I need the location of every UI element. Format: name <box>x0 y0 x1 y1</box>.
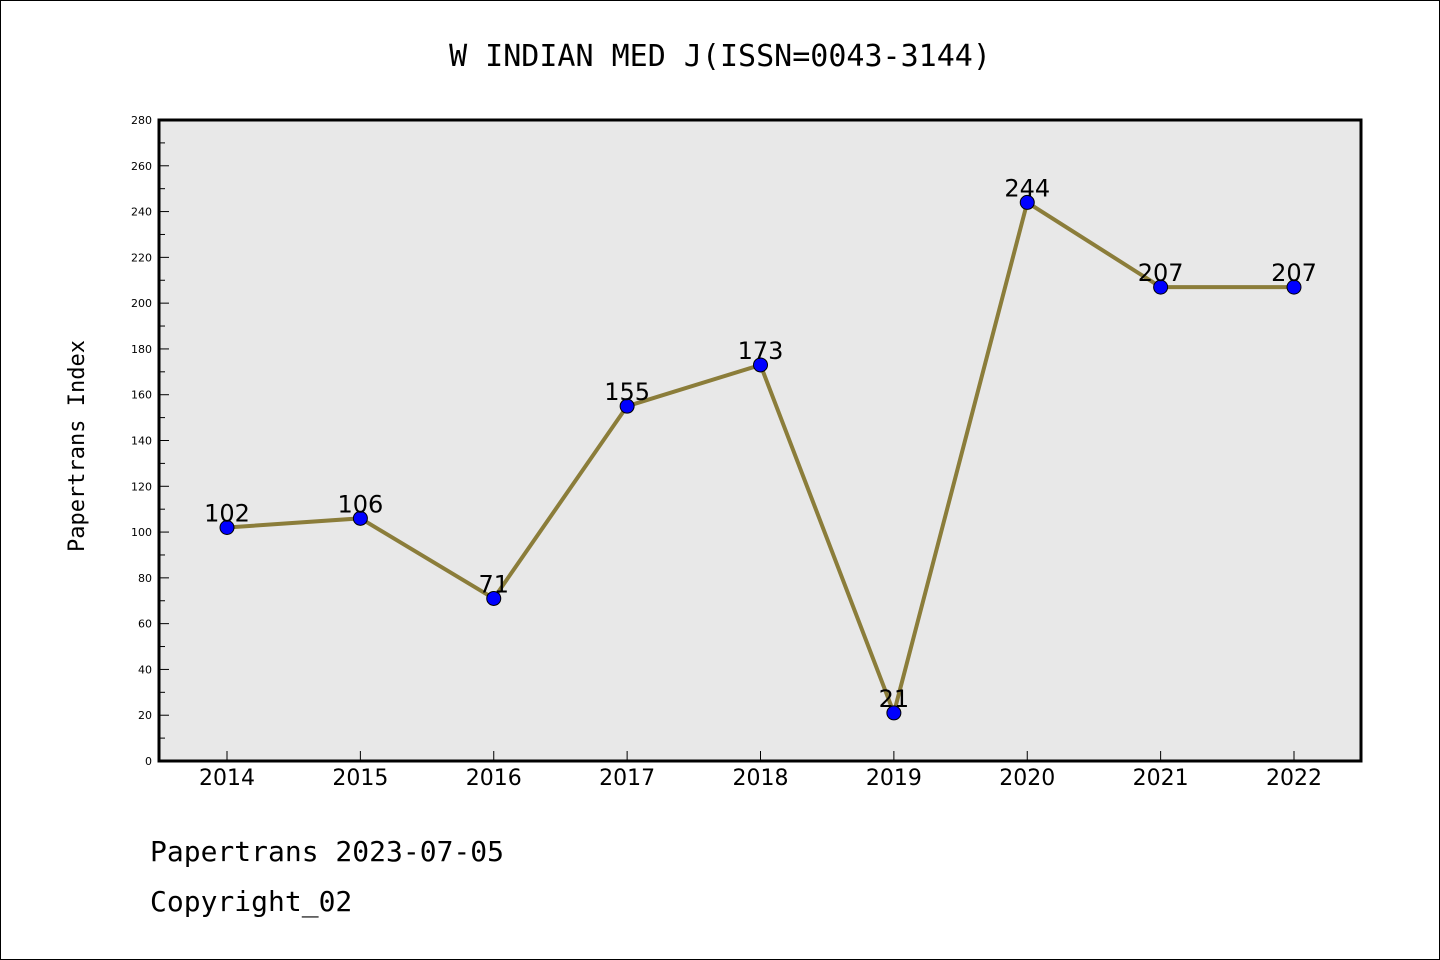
plot-border <box>157 118 1363 763</box>
footer-copyright: Copyright_02 <box>150 885 353 918</box>
x-tick-label: 2018 <box>733 766 789 791</box>
chart-title: W INDIAN MED J(ISSN=0043-3144) <box>449 39 991 74</box>
x-tick-label: 2022 <box>1266 766 1322 791</box>
plot-area <box>159 120 1361 761</box>
data-label: 173 <box>738 337 784 365</box>
x-tick-label: 2017 <box>599 766 655 791</box>
data-label: 207 <box>1271 259 1317 287</box>
data-point <box>1286 279 1302 295</box>
data-label: 102 <box>204 499 250 527</box>
data-label: 155 <box>604 378 650 406</box>
y-tick-label: 140 <box>131 435 152 448</box>
y-tick-label: 120 <box>131 480 152 493</box>
x-tick-label: 2019 <box>866 766 922 791</box>
data-point <box>486 590 502 606</box>
data-point <box>219 519 235 535</box>
y-tick-label: 100 <box>131 526 152 539</box>
data-label: 21 <box>879 685 910 713</box>
data-label: 207 <box>1138 259 1184 287</box>
data-point <box>1019 194 1035 210</box>
data-point <box>753 357 768 373</box>
y-tick-label: 40 <box>138 663 152 676</box>
series-group: 102 106 71 155 173 21 244 207 207 <box>204 174 1317 721</box>
y-tick-label: 220 <box>131 251 152 264</box>
y-tick-label: 80 <box>138 572 152 585</box>
x-tick-label: 2014 <box>199 766 255 791</box>
data-label: 71 <box>478 570 509 598</box>
x-tick-label: 2016 <box>466 766 522 791</box>
y-tick-label: 180 <box>131 343 152 356</box>
y-tick-label: 20 <box>138 709 152 722</box>
y-tick-label: 280 <box>131 114 152 127</box>
x-tick-label: 2021 <box>1133 766 1189 791</box>
y-axis-label: Papertrans Index <box>65 340 90 552</box>
footer-date: Papertrans 2023-07-05 <box>150 835 505 868</box>
data-label: 106 <box>337 490 383 518</box>
y-tick-label: 160 <box>131 389 152 402</box>
y-tick-label: 0 <box>145 755 152 768</box>
data-label: 244 <box>1004 174 1050 202</box>
data-point <box>352 510 368 526</box>
data-point <box>619 398 635 414</box>
x-tick-label: 2015 <box>332 766 388 791</box>
y-tick-label: 200 <box>131 297 152 310</box>
data-point <box>1153 279 1169 295</box>
x-tick-label: 2020 <box>999 766 1055 791</box>
y-tick-label: 240 <box>131 206 152 219</box>
axis-ticks: 0 20 40 60 80 100 120 140 160 180 200 220 240 260 280 2… <box>131 114 1322 791</box>
y-tick-label: 60 <box>138 618 152 631</box>
data-point <box>886 705 902 721</box>
y-tick-label: 260 <box>131 160 152 173</box>
